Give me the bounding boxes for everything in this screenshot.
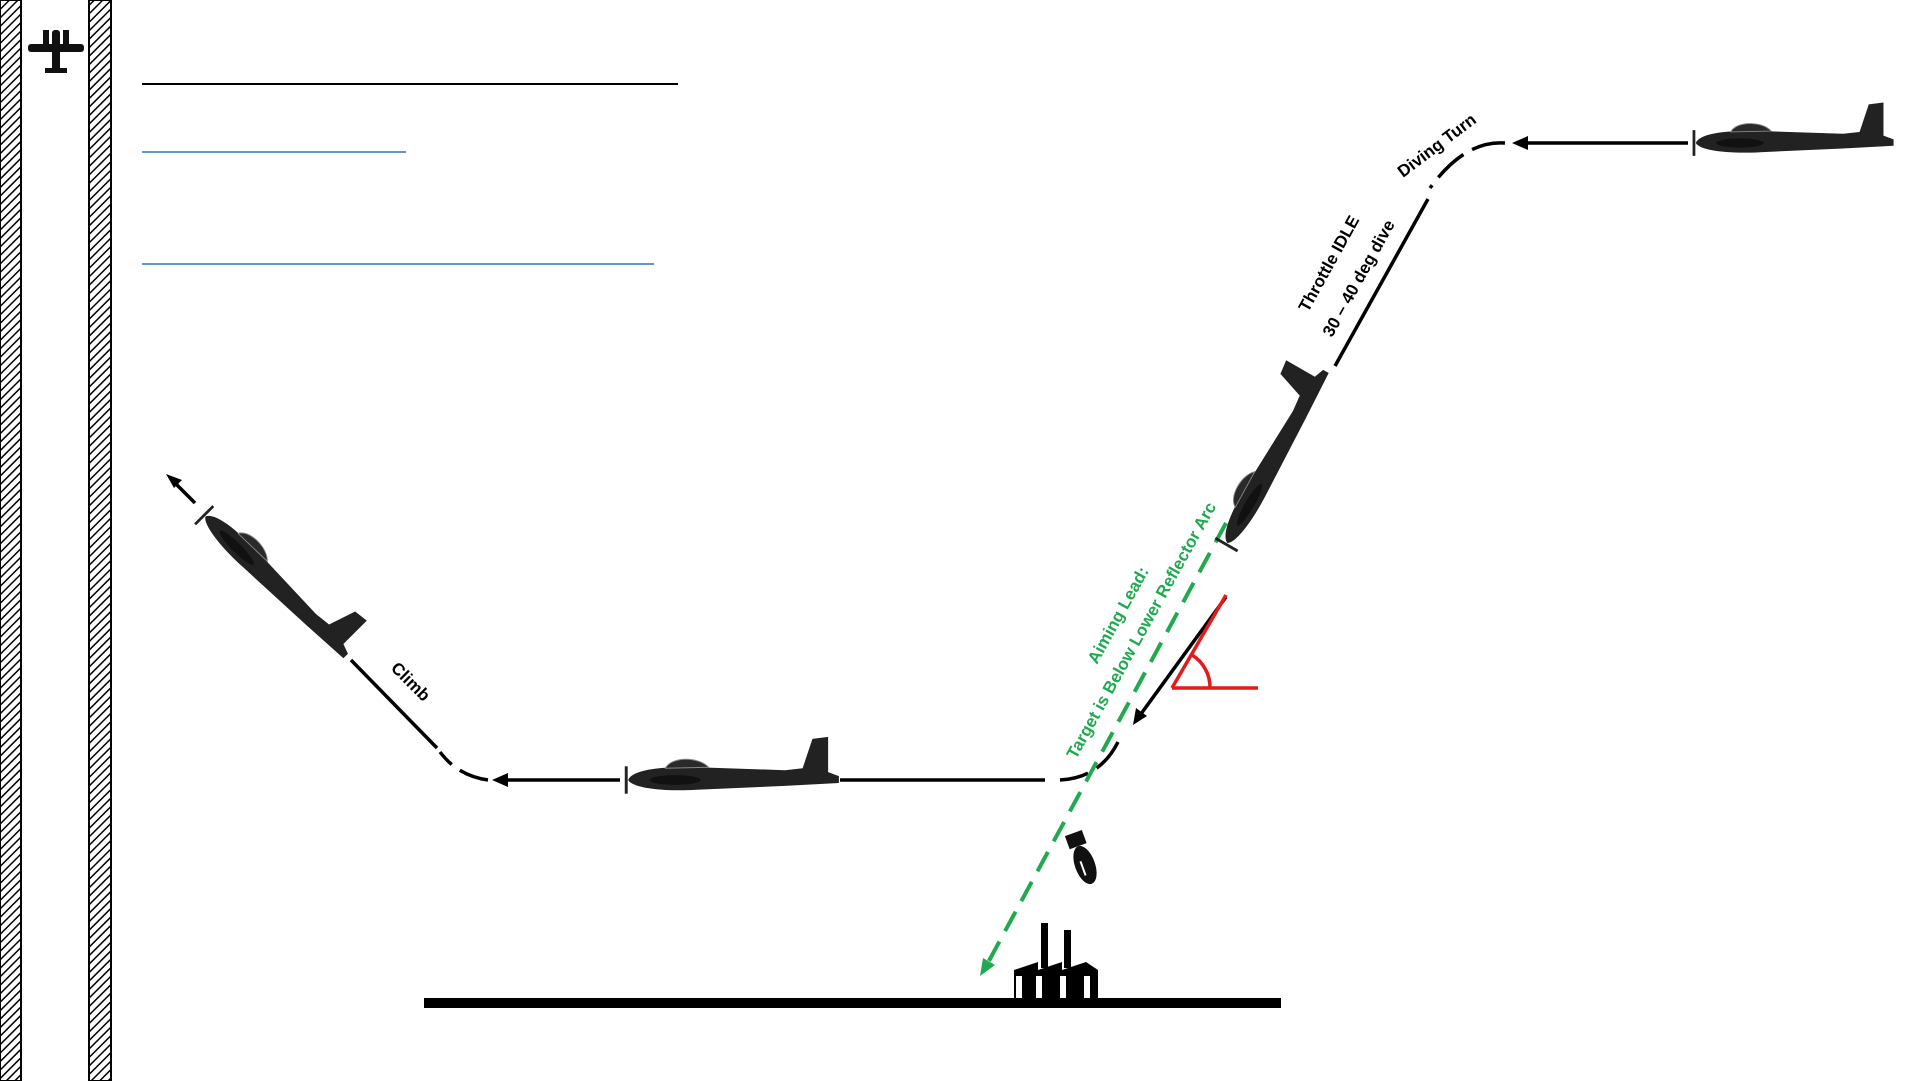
left-sidebar bbox=[0, 0, 112, 1081]
exit-arrow bbox=[166, 474, 182, 488]
ground-line bbox=[424, 998, 1281, 1008]
aircraft-icon[interactable] bbox=[28, 30, 84, 73]
bomb-icon bbox=[1064, 829, 1097, 885]
aircraft-dive bbox=[1190, 350, 1339, 553]
label-aiming-target: Target is Below Lower Reflector Arc bbox=[1063, 499, 1220, 762]
level-arrow bbox=[492, 773, 508, 787]
sidebar-hatch-left bbox=[0, 0, 22, 1081]
dive-angle-indicator bbox=[1170, 594, 1258, 690]
sidebar-hatch-right bbox=[88, 0, 112, 1081]
climb-curve bbox=[438, 750, 489, 782]
aiming-lead-line bbox=[982, 522, 1228, 971]
entry-arrow bbox=[1512, 136, 1528, 150]
label-diving-turn: Diving Turn bbox=[1394, 110, 1480, 181]
diving-turn-curve bbox=[1428, 141, 1506, 190]
flight-path bbox=[170, 141, 1688, 782]
dive-arrow bbox=[1133, 708, 1147, 725]
label-climb: Climb bbox=[387, 658, 434, 705]
aiming-lead-arrow bbox=[980, 958, 995, 976]
factory-icon bbox=[1014, 923, 1098, 998]
aircraft-climb bbox=[193, 485, 376, 667]
path-arrows bbox=[166, 136, 1528, 787]
pull-out-curve bbox=[1059, 741, 1120, 782]
dive-segment-upper bbox=[1333, 198, 1430, 367]
climb-segment bbox=[349, 658, 439, 750]
aircraft-entry bbox=[1692, 101, 1895, 158]
aircraft-level bbox=[624, 735, 841, 796]
